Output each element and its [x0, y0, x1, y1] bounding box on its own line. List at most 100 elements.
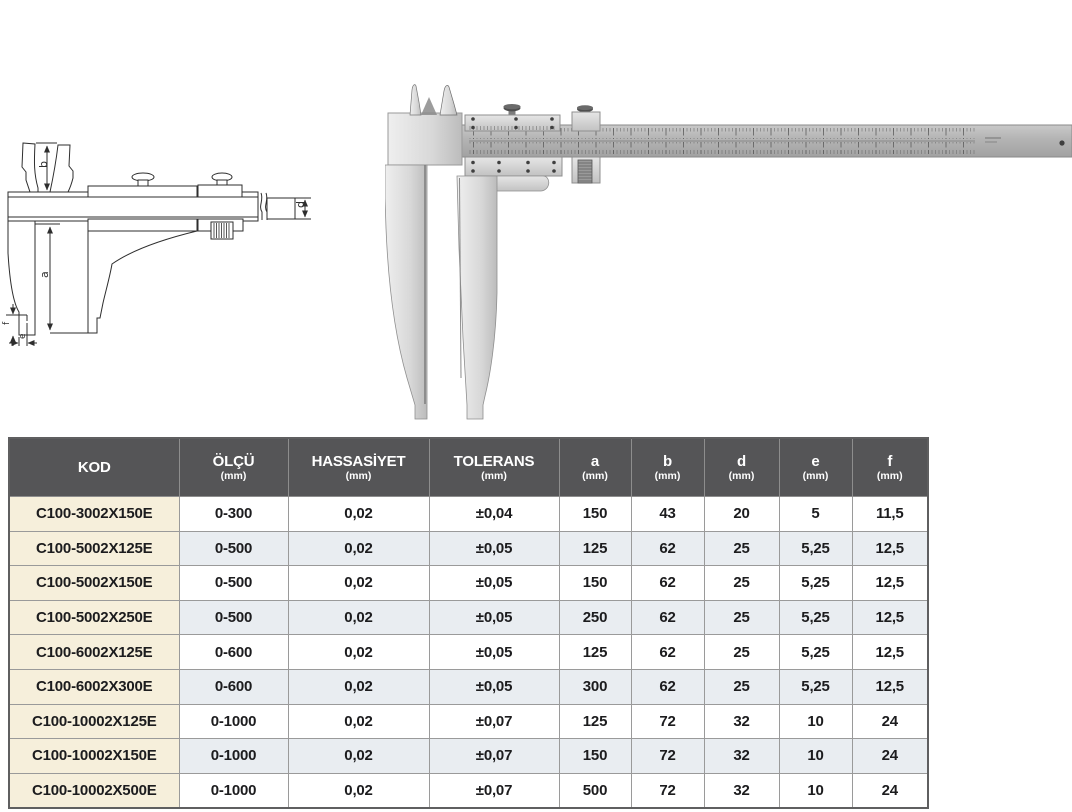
kod-cell: C100-10002X500E: [8, 772, 180, 809]
value-cell: 5: [778, 496, 853, 532]
dim-label-b: b: [37, 161, 50, 168]
kod-cell: C100-10002X125E: [8, 703, 180, 740]
value-cell: 11,5: [851, 496, 929, 532]
spec-table: KOD ÖLÇÜ (mm) HASSASİYET (mm) TOLERANS (mm) a (m…: [8, 437, 929, 810]
value-cell: 10: [778, 738, 853, 774]
knurled-knob: [577, 159, 593, 184]
dim-label-d: d: [294, 201, 307, 208]
value-cell: 72: [630, 772, 705, 809]
kod-cell: C100-5002X125E: [8, 530, 180, 567]
value-cell: 0,02: [287, 738, 430, 774]
value-cell: 0-1000: [178, 703, 289, 740]
value-cell: 0,02: [287, 496, 430, 532]
value-cell: 5,25: [778, 530, 853, 567]
caliper-head: [387, 112, 463, 166]
value-cell: 32: [703, 703, 780, 740]
value-cell: 25: [703, 530, 780, 567]
lower-jaw-moving: [456, 175, 498, 420]
column-header: TOLERANS (mm): [428, 437, 560, 497]
value-cell: 62: [630, 599, 705, 636]
value-cell: ±0,05: [428, 530, 560, 567]
value-cell: 10: [778, 772, 853, 809]
caliper-drawing-svg: b d a f e: [2, 142, 311, 346]
kod-cell: C100-5002X250E: [8, 599, 180, 636]
column-header: a (mm): [558, 437, 632, 497]
value-cell: 12,5: [851, 565, 929, 601]
table-row: C100-6002X300E 0-600 0,02 ±0,05 300 62 25 5,25 1…: [8, 668, 929, 705]
value-cell: 0,02: [287, 565, 430, 601]
value-cell: 5,25: [778, 668, 853, 705]
value-cell: ±0,07: [428, 772, 560, 809]
value-cell: 150: [558, 738, 632, 774]
thumbscrew: [503, 104, 521, 115]
header-row: KOD ÖLÇÜ (mm) HASSASİYET (mm) TOLERANS (mm) a (m…: [8, 437, 929, 497]
value-cell: 25: [703, 668, 780, 705]
value-cell: 0,02: [287, 703, 430, 740]
table-row: C100-5002X250E 0-500 0,02 ±0,05 250 62 25 5,25 1…: [8, 599, 929, 636]
caliper-photo-svg: [384, 84, 1072, 420]
value-cell: 72: [630, 738, 705, 774]
column-header: HASSASİYET (mm): [287, 437, 430, 497]
table-row: C100-10002X150E 0-1000 0,02 ±0,07 150 72 32 10 2…: [8, 738, 929, 774]
table-row: C100-10002X500E 0-1000 0,02 ±0,07 500 72 32 10 2…: [8, 772, 929, 809]
clamp-block-upper: [571, 111, 601, 132]
value-cell: 12,5: [851, 530, 929, 567]
column-header: KOD: [8, 437, 180, 497]
value-cell: 0,02: [287, 772, 430, 809]
caliper-technical-drawing: b d a f e: [0, 118, 340, 368]
value-cell: 0-500: [178, 599, 289, 636]
value-cell: 0,02: [287, 634, 430, 670]
value-cell: 0-500: [178, 565, 289, 601]
value-cell: 24: [851, 738, 929, 774]
value-cell: 25: [703, 599, 780, 636]
kod-cell: C100-6002X125E: [8, 634, 180, 670]
lower-jaw-fixed: [384, 164, 428, 420]
table-row: C100-5002X125E 0-500 0,02 ±0,05 125 62 25 5,25 1…: [8, 530, 929, 567]
column-header: b (mm): [630, 437, 705, 497]
value-cell: 32: [703, 772, 780, 809]
value-cell: 72: [630, 703, 705, 740]
vernier-plate-lower: [464, 156, 563, 177]
value-cell: ±0,07: [428, 703, 560, 740]
value-cell: 0-300: [178, 496, 289, 532]
value-cell: 62: [630, 668, 705, 705]
value-cell: 12,5: [851, 634, 929, 670]
dim-label-e: e: [18, 333, 28, 339]
value-cell: 0,02: [287, 599, 430, 636]
value-cell: 150: [558, 496, 632, 532]
table-row: C100-3002X150E 0-300 0,02 ±0,04 150 43 20 5 11,5: [8, 496, 929, 532]
column-header: e (mm): [778, 437, 853, 497]
spec-table-body: C100-3002X150E 0-300 0,02 ±0,04 150 43 20 5 11,5…: [8, 496, 929, 809]
value-cell: ±0,05: [428, 634, 560, 670]
value-cell: 0,02: [287, 668, 430, 705]
column-header: ÖLÇÜ (mm): [178, 437, 289, 497]
dim-label-f: f: [2, 321, 12, 325]
value-cell: 12,5: [851, 668, 929, 705]
table-row: C100-10002X125E 0-1000 0,02 ±0,07 125 72 32 10 2…: [8, 703, 929, 740]
value-cell: 250: [558, 599, 632, 636]
table-row: C100-6002X125E 0-600 0,02 ±0,05 125 62 25 5,25 1…: [8, 634, 929, 670]
value-cell: 5,25: [778, 634, 853, 670]
value-cell: 125: [558, 530, 632, 567]
value-cell: 25: [703, 634, 780, 670]
value-cell: 0-1000: [178, 772, 289, 809]
upper-jaw-moving: [439, 85, 458, 116]
kod-cell: C100-5002X150E: [8, 565, 180, 601]
beam-engraving: [985, 137, 1001, 139]
value-cell: 0-1000: [178, 738, 289, 774]
kod-cell: C100-6002X300E: [8, 668, 180, 705]
value-cell: 125: [558, 634, 632, 670]
value-cell: 0-600: [178, 634, 289, 670]
value-cell: 62: [630, 530, 705, 567]
value-cell: 5,25: [778, 599, 853, 636]
column-header: d (mm): [703, 437, 780, 497]
value-cell: 300: [558, 668, 632, 705]
caliper-photo: [384, 78, 1072, 428]
beam-hole: [1059, 140, 1065, 146]
value-cell: ±0,05: [428, 599, 560, 636]
dim-label-a: a: [38, 271, 51, 278]
value-cell: 43: [630, 496, 705, 532]
value-cell: 0,02: [287, 530, 430, 567]
value-cell: 5,25: [778, 565, 853, 601]
